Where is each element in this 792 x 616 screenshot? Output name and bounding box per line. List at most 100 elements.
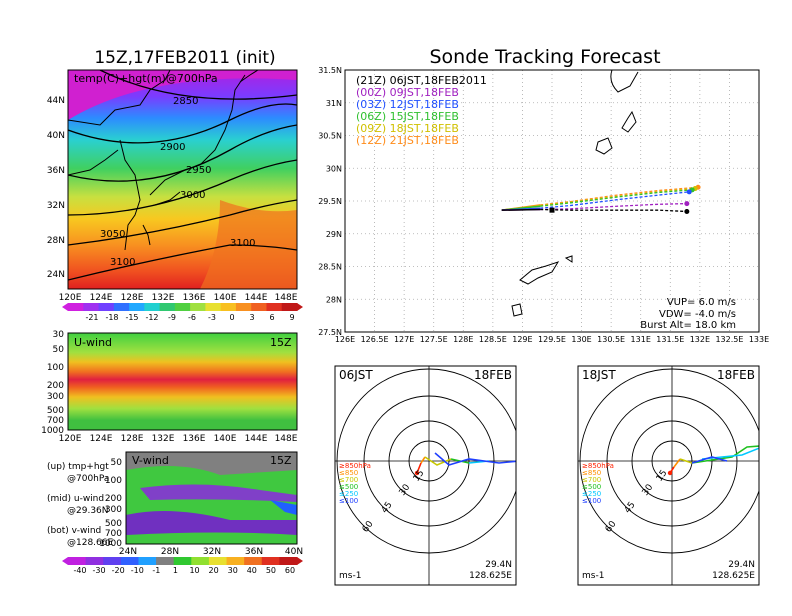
map-lat-tick: 36N — [47, 166, 65, 176]
temp-colorbar-label: -15 — [125, 313, 138, 322]
u-wind-lon-tick: 148E — [275, 434, 298, 444]
track-lat-tick: 27.5N — [318, 328, 342, 337]
map-lon-tick: 144E — [245, 293, 268, 303]
temp-colorbar-label: 6 — [269, 313, 274, 322]
v-wind-lat-tick: 40N — [285, 547, 303, 557]
wind-colorbar-swatch — [68, 557, 87, 565]
hodograph-wind-trace — [420, 456, 426, 464]
map-lon-tick: 148E — [275, 293, 298, 303]
u-wind-lon-tick: 120E — [59, 434, 82, 444]
vdw-value: VDW= -4.0 m/s — [659, 309, 736, 320]
wind-colorbar-arrow-right — [297, 557, 303, 565]
temp-colorbar-swatch — [220, 303, 237, 311]
legend-entry-21z: (21Z) 06JST,18FEB2011 — [356, 74, 487, 87]
hodograph-date: 18FEB — [717, 368, 755, 382]
track-line-descent — [540, 187, 696, 207]
hodograph-wind-trace — [691, 445, 759, 464]
track-line-descent — [540, 208, 687, 213]
u-wind-panel: U-wind 15Z 30 50 100 200 300 500 700 100… — [41, 330, 298, 444]
hodograph-frame — [577, 365, 760, 586]
u-wind-p-tick: 50 — [53, 345, 65, 355]
u-wind-lon-tick: 128E — [121, 434, 144, 444]
hodograph-wind-trace — [673, 458, 681, 468]
temperature-colorbar: -21 -18 -15 -12 -9 -6 -3 0 3 6 9 — [62, 303, 303, 322]
temp-colorbar-swatch — [190, 303, 206, 311]
hodograph-lon: 128.625E — [712, 571, 755, 581]
temp-colorbar-swatch — [144, 303, 161, 311]
panel-notes: (up) tmp+hgt @700hPa (mid) u-wind @29.36… — [47, 462, 113, 548]
wind-colorbar-swatch — [156, 557, 175, 565]
v-wind-p-tick: 100 — [105, 476, 122, 486]
u-wind-lon-tick: 136E — [183, 434, 206, 444]
contour-label: 3100 — [110, 257, 135, 268]
hodograph-lat: 29.4N — [728, 560, 755, 570]
temp-colorbar-label: -6 — [188, 313, 196, 322]
note-mid-2: @29.36N — [67, 506, 109, 516]
hodograph-ring-label: 30 — [398, 482, 413, 497]
wind-colorbar-swatch — [244, 557, 263, 565]
u-wind-lon-tick: 124E — [90, 434, 113, 444]
contour-label: 2900 — [160, 142, 185, 153]
temp-colorbar-swatch — [113, 303, 130, 311]
u-wind-lon-tick: 140E — [214, 434, 237, 444]
v-wind-p-tick: 200 — [105, 494, 122, 504]
track-lon-tick: 131E — [631, 335, 651, 344]
wind-colorbar-swatch — [191, 557, 210, 565]
hodograph-wind-trace — [679, 458, 693, 464]
hodograph-ring-label: 60 — [361, 519, 376, 534]
map-lon-tick: 132E — [152, 293, 175, 303]
temp-colorbar-label: 9 — [289, 313, 294, 322]
temp-colorbar-label: -18 — [105, 313, 118, 322]
track-lon-tick: 130.5E — [597, 335, 625, 344]
u-wind-lon-tick: 132E — [152, 434, 175, 444]
temperature-map: temp(C)+hgt(m)@700hPa 2850 2900 2950 300… — [47, 69, 298, 303]
hodograph-unit: ms-1 — [339, 571, 361, 581]
v-wind-p-tick: 1000 — [99, 539, 122, 549]
v-wind-panel: V-wind 15Z 50 100 200 300 500 700 1000 2… — [99, 451, 303, 557]
vup-value: VUP= 6.0 m/s — [667, 297, 736, 308]
track-lon-tick: 126E — [335, 335, 355, 344]
v-wind-time: 15Z — [270, 454, 292, 467]
hodograph-level-label: ≤500 — [339, 483, 358, 491]
legend-entry-06z: (06Z) 15JST,18FEB — [356, 110, 459, 123]
map-lat-tick: 40N — [47, 131, 65, 141]
track-legend: (21Z) 06JST,18FEB2011 (00Z) 09JST,18FEB … — [356, 74, 487, 147]
temp-colorbar-swatch — [251, 303, 267, 311]
u-wind-p-tick: 700 — [47, 416, 64, 426]
right-title: Sonde Tracking Forecast — [429, 46, 660, 68]
hodograph-ring-label: 45 — [623, 500, 638, 515]
track-lat-tick: 31N — [326, 99, 342, 108]
u-wind-p-tick: 300 — [47, 392, 64, 402]
u-wind-time: 15Z — [270, 336, 292, 349]
v-wind-label: V-wind — [132, 454, 169, 467]
hodograph-ring-label: 30 — [641, 482, 656, 497]
hodograph-wind-trace — [691, 456, 728, 464]
track-landing-point — [684, 208, 690, 214]
temp-colorbar-label: -9 — [168, 313, 176, 322]
v-wind-p-tick: 50 — [111, 458, 123, 468]
track-landing-point — [684, 201, 690, 207]
wind-colorbar: -40 -30 -20 -10 -1 1 10 20 30 40 50 60 — [62, 557, 303, 575]
u-wind-p-tick: 100 — [47, 363, 64, 373]
track-lat-tick: 30.5N — [318, 132, 342, 141]
contour-label: 3100 — [230, 238, 255, 249]
track-landing-point — [686, 189, 692, 195]
left-title: 15Z,17FEB2011 (init) — [94, 48, 275, 68]
wind-colorbar-swatch — [279, 557, 298, 565]
track-line-descent — [540, 189, 693, 207]
v-wind-lat-tick: 32N — [203, 547, 221, 557]
v-wind-p-tick: 700 — [105, 529, 122, 539]
temp-colorbar-arrow-left — [62, 303, 68, 311]
wind-colorbar-label: 30 — [228, 566, 238, 575]
wind-colorbar-label: -20 — [112, 566, 125, 575]
temp-colorbar-swatch — [129, 303, 145, 311]
wind-colorbar-label: -1 — [152, 566, 160, 575]
note-up-1: (up) tmp+hgt — [47, 462, 109, 472]
wind-colorbar-arrow-left — [62, 557, 68, 565]
track-lon-tick: 131.5E — [656, 335, 684, 344]
sonde-params: VUP= 6.0 m/s VDW= -4.0 m/s Burst Alt= 18… — [640, 297, 736, 331]
track-lon-tick: 130E — [571, 335, 591, 344]
